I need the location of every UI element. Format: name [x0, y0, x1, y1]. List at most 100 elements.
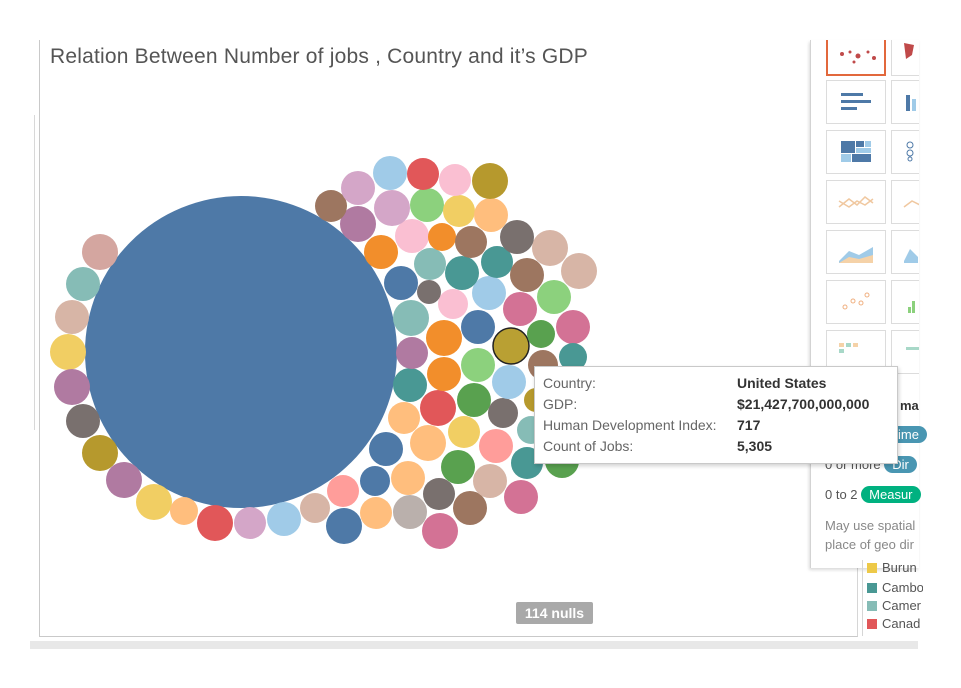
horizontal-bars-thumbnail[interactable]: [826, 80, 886, 124]
bubble[interactable]: [373, 156, 407, 190]
bubble[interactable]: [439, 164, 471, 196]
bubble[interactable]: [423, 478, 455, 510]
bubble[interactable]: [170, 497, 198, 525]
bubble[interactable]: [417, 280, 441, 304]
bubble[interactable]: [422, 513, 458, 549]
bubble[interactable]: [360, 497, 392, 529]
bubble[interactable]: [327, 475, 359, 507]
bubble[interactable]: [364, 235, 398, 269]
treemap-thumbnail[interactable]: [826, 130, 886, 174]
filled-map-icon: [904, 43, 914, 59]
horizontal-scrollbar[interactable]: [30, 641, 918, 649]
scatter-thumbnail[interactable]: [826, 280, 886, 324]
area-discrete-thumbnail[interactable]: [891, 230, 919, 274]
filled-map-thumbnail[interactable]: [891, 40, 919, 76]
legend-swatch: [867, 563, 877, 573]
bubble[interactable]: [340, 206, 376, 242]
bubble[interactable]: [527, 320, 555, 348]
bubble[interactable]: [492, 365, 526, 399]
legend-item[interactable]: Cambo: [867, 580, 923, 595]
bubble[interactable]: [66, 267, 100, 301]
lines-thumbnail[interactable]: [826, 180, 886, 224]
bubble[interactable]: [461, 348, 495, 382]
bubble[interactable]: [428, 223, 456, 251]
bubble[interactable]: [197, 505, 233, 541]
bubble[interactable]: [488, 398, 518, 428]
bubble[interactable]: [453, 491, 487, 525]
bubble[interactable]: [472, 276, 506, 310]
bubble[interactable]: [393, 300, 429, 336]
bubble[interactable]: [326, 508, 362, 544]
bubble[interactable]: [395, 219, 429, 253]
bubble[interactable]: [300, 493, 330, 523]
bubble[interactable]: [50, 334, 86, 370]
bubble[interactable]: [556, 310, 590, 344]
bubble[interactable]: [445, 256, 479, 290]
bubble[interactable]: [267, 502, 301, 536]
bubble[interactable]: [136, 484, 172, 520]
bubble[interactable]: [410, 188, 444, 222]
bubble[interactable]: [479, 429, 513, 463]
bubble[interactable]: [448, 416, 480, 448]
bubble[interactable]: [473, 464, 507, 498]
bubble[interactable]: [457, 383, 491, 417]
bubble[interactable]: [510, 258, 544, 292]
bubble[interactable]: [396, 337, 428, 369]
bubble[interactable]: [391, 461, 425, 495]
bubble[interactable]: [55, 300, 89, 334]
symbol-map-thumbnail[interactable]: [826, 40, 886, 76]
bubble[interactable]: [414, 248, 446, 280]
hint-line-2: place of geo dir: [825, 537, 914, 552]
bubble[interactable]: [443, 195, 475, 227]
area-thumbnail[interactable]: [826, 230, 886, 274]
bubble[interactable]: [438, 289, 468, 319]
bubble[interactable]: [341, 171, 375, 205]
bubble[interactable]: [561, 253, 597, 289]
bubble[interactable]: [234, 507, 266, 539]
bubble[interactable]: [559, 343, 587, 371]
bubble[interactable]: [500, 220, 534, 254]
bubble-united-states[interactable]: [492, 327, 530, 365]
histogram-thumbnail[interactable]: [891, 280, 919, 324]
bubble[interactable]: [481, 246, 513, 278]
bubble[interactable]: [537, 280, 571, 314]
bubble[interactable]: [360, 466, 390, 496]
bubble[interactable]: [66, 404, 100, 438]
bubble[interactable]: [407, 158, 439, 190]
bubble[interactable]: [315, 190, 347, 222]
bubble[interactable]: [503, 292, 537, 326]
area-chart-icon: [839, 247, 873, 263]
bubble[interactable]: [455, 226, 487, 258]
highlight-table-icon: [839, 343, 858, 353]
legend-item[interactable]: Camer: [867, 598, 921, 613]
bubble[interactable]: [441, 450, 475, 484]
bubble[interactable]: [106, 462, 142, 498]
bubble[interactable]: [384, 266, 418, 300]
dual-lines-thumbnail[interactable]: [891, 180, 919, 224]
bubble[interactable]: [426, 320, 462, 356]
bubble[interactable]: [369, 432, 403, 466]
circle-views-thumbnail[interactable]: [891, 130, 919, 174]
bubble[interactable]: [427, 357, 461, 391]
bubble[interactable]: [54, 369, 90, 405]
bubble[interactable]: [472, 163, 508, 199]
stacked-bars-thumbnail[interactable]: [891, 80, 919, 124]
bubble[interactable]: [82, 435, 118, 471]
bubble-united-states-big[interactable]: [85, 196, 397, 508]
bubble[interactable]: [374, 190, 410, 226]
bubble[interactable]: [393, 368, 427, 402]
nulls-badge[interactable]: 114 nulls: [516, 602, 593, 624]
bubble[interactable]: [420, 390, 456, 426]
bubble[interactable]: [474, 198, 508, 232]
bubble[interactable]: [461, 310, 495, 344]
bubble[interactable]: [532, 230, 568, 266]
bubble[interactable]: [410, 425, 446, 461]
bubble[interactable]: [388, 402, 420, 434]
legend-item[interactable]: Canad: [867, 616, 920, 631]
bubble[interactable]: [504, 480, 538, 514]
bubble[interactable]: [393, 495, 427, 529]
legend-item[interactable]: Burun: [867, 560, 917, 575]
hint-line-1: May use spatial: [825, 518, 916, 533]
bubble[interactable]: [82, 234, 118, 270]
